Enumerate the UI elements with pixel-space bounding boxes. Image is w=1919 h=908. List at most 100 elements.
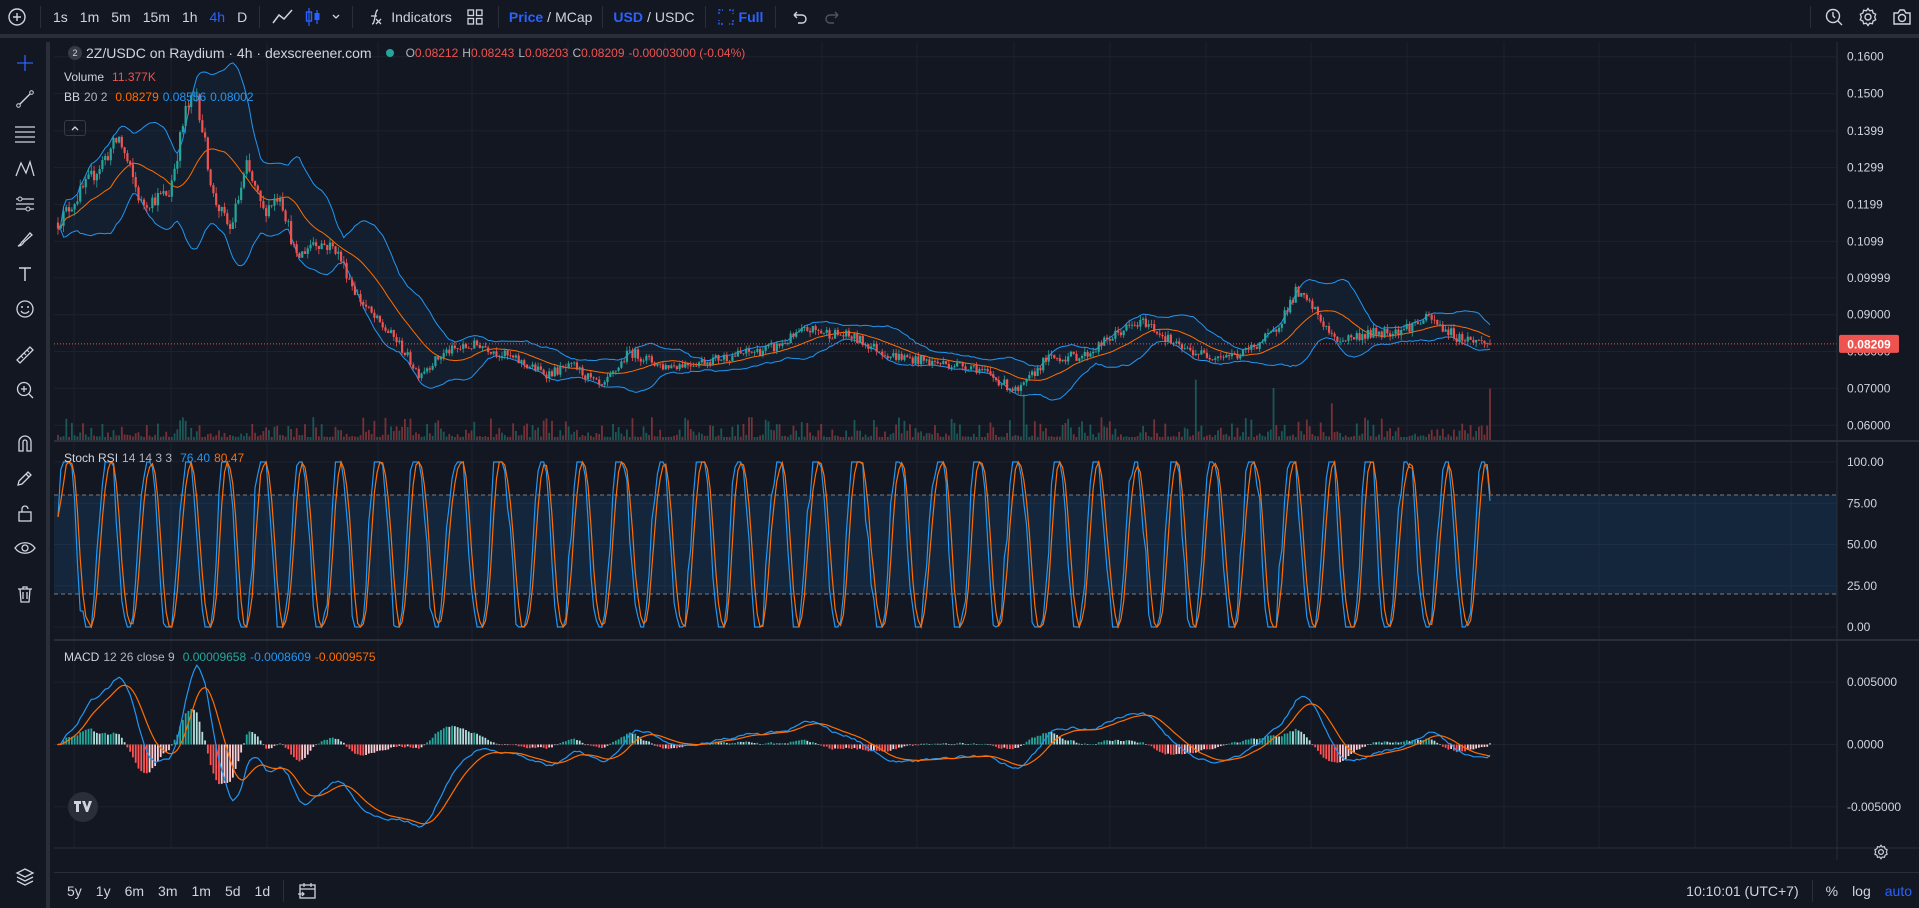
price-mcap-toggle[interactable]: Price / MCap [505,0,597,36]
forecast-icon[interactable] [7,189,43,219]
price-tick-label: 0.1199 [1847,198,1883,212]
percent-toggle[interactable]: % [1825,882,1839,899]
tradingview-logo[interactable] [68,792,98,822]
candle-body [944,361,948,364]
volume-bar [184,420,187,440]
candle-body [503,350,506,357]
interval-1m[interactable]: 1m [79,9,100,25]
candle-body [1189,347,1192,351]
macd-histogram-bar [1164,744,1167,755]
chevron-down-icon[interactable] [326,0,346,36]
macd-histogram-bar [1469,744,1472,750]
volume-bar [1161,436,1164,440]
emoji-icon[interactable] [7,294,43,324]
volume-bar [1042,431,1045,440]
candle-body [1314,307,1317,309]
macd-histogram-bar [481,736,484,745]
range-5y[interactable]: 5y [67,882,82,899]
interval-D[interactable]: D [237,9,248,25]
macd-histogram-bar [254,733,256,745]
macd-histogram-bar [1430,739,1433,745]
candle-body [1075,353,1078,361]
range-3m[interactable]: 3m [158,882,178,899]
log-toggle[interactable]: log [1852,882,1871,899]
interval-4h[interactable]: 4h [209,9,226,25]
interval-1h[interactable]: 1h [181,9,198,25]
layouts-icon[interactable] [458,0,492,36]
macd-histogram-bar [1200,744,1203,751]
macd-histogram-bar [1086,744,1089,745]
macd-histogram-bar [87,728,90,745]
eye-icon[interactable] [7,533,43,563]
text-tool-icon[interactable] [7,259,43,289]
candle-body [484,346,487,348]
range-6m[interactable]: 6m [124,882,145,899]
candle-type-icon[interactable] [300,0,326,36]
chart-area[interactable]: 0.1600 0.1500 0.1399 0.1299 0.1199 0.1099 0.09… [54,42,1919,874]
settings-gear-icon[interactable] [1851,0,1885,36]
macd-histogram-bar [1369,744,1372,745]
line-chart-icon[interactable] [266,0,300,36]
interval-1s[interactable]: 1s [53,9,68,25]
range-1d[interactable]: 1d [254,882,271,899]
macd-histogram-bar [109,734,112,745]
macd-histogram-bar [981,744,984,745]
volume-bar [675,434,678,440]
candle-body [509,355,512,357]
candle-body [228,224,232,229]
full-button[interactable]: Full [712,0,770,36]
candle-body [675,366,678,370]
usd-usdc-toggle[interactable]: USD / USDC [609,0,698,36]
zoom-in-icon[interactable] [7,375,43,405]
volume-bar [528,436,531,440]
redo-icon[interactable] [816,0,850,36]
camera-snapshot-icon[interactable] [1885,0,1919,36]
macd-histogram-bar [1444,744,1447,748]
candle-body [903,355,906,360]
auto-toggle[interactable]: auto [1884,882,1912,899]
candle-body [156,193,160,206]
volume-bar [370,433,373,440]
trend-line-icon[interactable] [7,84,43,114]
crosshair-icon[interactable] [7,48,43,78]
object-tree-icon[interactable] [7,862,43,892]
lock-icon[interactable] [7,498,43,528]
volume-bar [442,431,445,440]
range-5d[interactable]: 5d [224,882,241,899]
chart-settings-icon[interactable] [1873,844,1891,862]
macd-histogram-bar [1405,740,1408,745]
volume-bar [639,436,642,440]
range-1m[interactable]: 1m [191,882,211,899]
quick-search-icon[interactable] [1817,0,1851,36]
trash-icon[interactable] [7,579,43,609]
interval-5m[interactable]: 5m [111,9,131,25]
volume-bar [936,433,939,440]
range-1y[interactable]: 1y [95,882,111,899]
undo-icon[interactable] [782,0,816,36]
macd-histogram-bar [1211,744,1214,750]
indicators-button[interactable]: Indicators [359,0,458,36]
pencil-lock-icon[interactable] [7,463,43,493]
brush-icon[interactable] [7,224,43,254]
candle-body [154,197,157,206]
candlesticks [54,88,1837,395]
candle-body [1022,382,1025,385]
candle-body [598,379,601,385]
volume-bar [1386,431,1389,440]
chart-svg[interactable]: 0.16000.15000.13990.12990.11990.10990.09… [54,42,1919,874]
add-symbol-icon[interactable] [0,0,34,36]
macd-histogram-bar [1183,744,1186,754]
macd-histogram-bar [348,744,351,750]
ruler-icon[interactable] [7,340,43,370]
goto-date-icon[interactable] [290,872,324,908]
magnet-icon[interactable] [7,428,43,458]
collapse-legend-button[interactable] [64,120,86,136]
candle-body [259,190,262,202]
fib-retracement-icon[interactable] [7,119,43,149]
volume-bar [1294,437,1297,440]
pattern-icon[interactable] [7,154,43,184]
interval-15m[interactable]: 15m [142,9,170,25]
clock-time[interactable]: 10:10:01 (UTC+7) [1686,882,1799,899]
separator [40,6,41,28]
candle-body [531,364,534,367]
